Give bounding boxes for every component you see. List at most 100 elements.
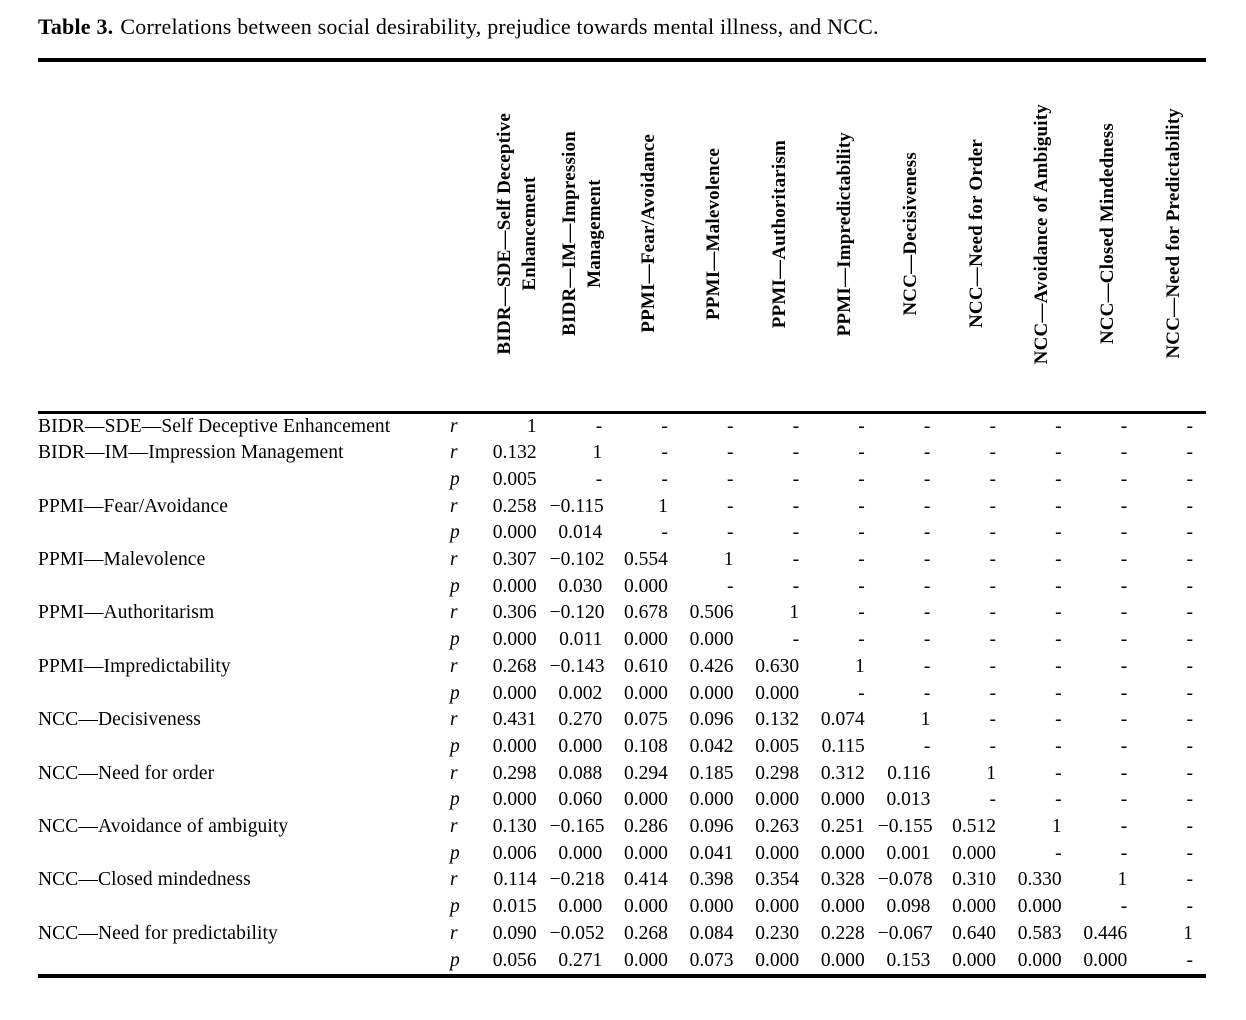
p-value-cell: -	[989, 522, 997, 544]
p-value-cell: -	[1120, 789, 1128, 811]
p-value-cell: -	[1055, 629, 1062, 651]
p-value-cell: -	[1186, 896, 1194, 918]
p-value-cell: 0.000	[492, 789, 537, 811]
r-value-cell: −0.218	[549, 869, 605, 891]
p-value-cell: 0.014	[558, 522, 603, 544]
r-value-cell: -	[792, 415, 800, 437]
r-value-cell: 0.678	[624, 602, 668, 624]
p-value-cell: -	[989, 575, 997, 597]
p-value-cell: 0.000	[558, 842, 603, 864]
column-header: BIDR—IM—Impression Management	[549, 60, 616, 414]
r-value-cell: -	[727, 495, 734, 517]
r-value-cell: 0.268	[492, 655, 537, 677]
p-value-cell: 0.030	[558, 575, 603, 597]
stat-symbol: r	[450, 869, 458, 891]
r-value-cell: 0.096	[689, 709, 734, 731]
r-value-cell: 0.630	[755, 655, 800, 677]
row-label	[38, 734, 442, 761]
table-row: NCC—Avoidance of ambiguity r 0.130 −0.165 0.…	[38, 814, 1206, 841]
p-value-cell: 0.015	[492, 896, 537, 918]
p-value-cell: -	[1120, 468, 1128, 490]
stat-symbol: p	[450, 842, 460, 864]
table-caption-text: Correlations between social desirability…	[120, 14, 879, 39]
stat-symbol: r	[450, 709, 458, 731]
p-value-cell: -	[1055, 522, 1062, 544]
p-value-cell: -	[727, 522, 734, 544]
table-row: p 0.056 0.271 0.000 0.073 0.000 0.000 0.153 0.00…	[38, 948, 1206, 977]
p-value-cell: 0.000	[689, 629, 734, 651]
r-value-cell: −0.143	[549, 655, 605, 677]
r-value-cell: -	[1120, 709, 1128, 731]
row-label: PPMI—Malevolence	[38, 549, 206, 571]
column-header-label: BIDR—IM—Impression Management	[559, 131, 606, 337]
r-value-cell: 0.310	[952, 869, 996, 891]
r-value-cell: -	[1120, 415, 1128, 437]
stat-symbol: p	[450, 682, 460, 704]
r-value-cell: -	[858, 415, 865, 437]
p-value-cell: 0.153	[886, 949, 931, 971]
r-value-cell: 0.286	[624, 816, 668, 838]
r-value-cell: 0.132	[755, 709, 800, 731]
column-header-label: PPMI—Authoritarism	[768, 139, 790, 328]
table-row: NCC—Closed mindedness r 0.114 −0.218 0.414 0.…	[38, 867, 1206, 894]
r-value-cell: -	[923, 415, 931, 437]
table-row: NCC—Need for order r 0.298 0.088 0.294 0.185 0…	[38, 761, 1206, 788]
p-value-cell: -	[1055, 735, 1062, 757]
column-header: PPMI—Fear/Avoidance	[615, 60, 681, 414]
p-value-cell: -	[1055, 575, 1062, 597]
p-value-cell: -	[1120, 575, 1128, 597]
p-value-cell: 0.098	[886, 896, 931, 918]
p-value-cell: 0.000	[820, 842, 865, 864]
p-value-cell: 0.060	[558, 789, 603, 811]
row-label: NCC—Avoidance of ambiguity	[38, 816, 289, 838]
header-spacer-stat	[442, 60, 484, 414]
column-header-label: PPMI—Malevolence	[703, 147, 725, 320]
p-value-cell: 0.006	[492, 842, 537, 864]
column-header-label: NCC—Need for Predictability	[1162, 108, 1184, 360]
p-value-cell: 0.271	[558, 949, 603, 971]
table-row: NCC—Decisiveness r 0.431 0.270 0.075 0.096 0.1…	[38, 707, 1206, 734]
row-label: NCC—Closed mindedness	[38, 869, 251, 891]
r-value-cell: 0.294	[624, 762, 668, 784]
p-value-cell: 0.000	[624, 949, 668, 971]
r-value-cell: -	[989, 495, 997, 517]
r-value-cell: 0.330	[1017, 869, 1062, 891]
row-label	[38, 574, 442, 601]
p-value-cell: -	[1186, 468, 1194, 490]
r-value-cell: 0.512	[952, 816, 996, 838]
p-value-cell: -	[792, 468, 800, 490]
r-value-cell: 0.610	[624, 655, 668, 677]
p-value-cell: -	[923, 629, 931, 651]
r-value-cell: -	[727, 415, 734, 437]
column-header-label: NCC—Need for Order	[965, 139, 987, 329]
row-label: NCC—Decisiveness	[38, 709, 201, 731]
p-value-cell: -	[1055, 842, 1062, 864]
table-row: p 0.006 0.000 0.000 0.041 0.000 0.000 0.001 0.00…	[38, 841, 1206, 868]
r-value-cell: −0.067	[877, 922, 933, 944]
r-value-cell: -	[1055, 602, 1062, 624]
r-value-cell: -	[1186, 415, 1194, 437]
r-value-cell: 0.116	[887, 762, 931, 784]
stat-symbol: r	[450, 602, 458, 624]
r-value-cell: 0.114	[493, 869, 537, 891]
r-value-cell: 0.270	[558, 709, 603, 731]
table-row: PPMI—Authoritarism r 0.306 −0.120 0.678 0.506…	[38, 600, 1206, 627]
column-header: PPMI—Authoritarism	[746, 60, 813, 414]
r-value-cell: 1	[1183, 922, 1193, 944]
r-value-cell: -	[858, 602, 865, 624]
r-value-cell: 1	[526, 415, 537, 437]
row-label	[38, 841, 442, 868]
r-value-cell: -	[989, 655, 997, 677]
r-value-cell: -	[1186, 869, 1194, 891]
p-value-cell: -	[661, 522, 668, 544]
row-label: BIDR—IM—Impression Management	[38, 442, 344, 464]
p-value-cell: 0.000	[952, 896, 996, 918]
p-value-cell: -	[1186, 522, 1194, 544]
r-value-cell: -	[1055, 442, 1062, 464]
stat-symbol: r	[450, 762, 458, 784]
p-value-cell: -	[923, 735, 931, 757]
column-header: NCC—Need for Predictability	[1140, 60, 1206, 414]
p-value-cell: -	[923, 522, 931, 544]
r-value-cell: 0.075	[624, 709, 668, 731]
